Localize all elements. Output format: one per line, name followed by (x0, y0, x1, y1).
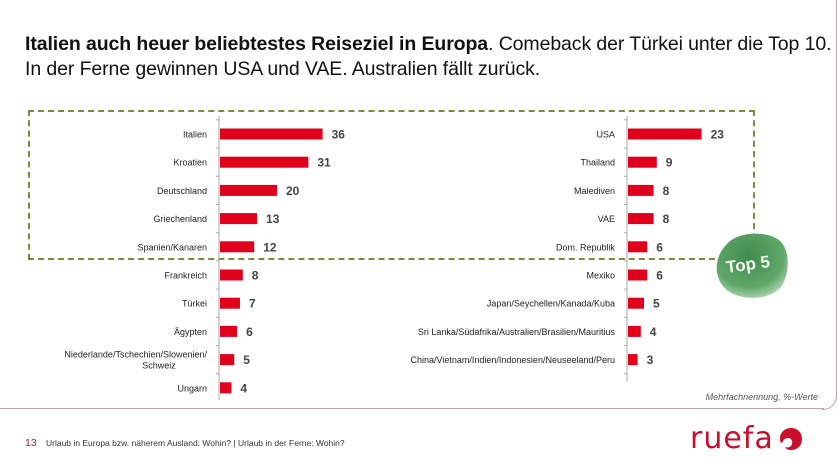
category-label: Griechenland (153, 214, 207, 224)
bar (628, 297, 644, 309)
title-bold: Italien auch heuer beliebtestes Reisezie… (25, 33, 489, 55)
category-label: Frankreich (164, 271, 207, 281)
page-number: 13 (25, 437, 37, 449)
logo-text: ruefa (690, 421, 774, 456)
slide-title: Italien auch heuer beliebtestes Reisezie… (25, 32, 831, 82)
panel-border-right (822, 0, 837, 410)
category-label: Japan/Seychellen/Kanada/Kuba (487, 299, 615, 309)
bar (220, 156, 309, 168)
data-label: 6 (656, 240, 663, 254)
bar (628, 213, 654, 225)
category-label: Kroatien (173, 158, 207, 168)
category-label: Schweiz (142, 361, 176, 371)
data-label: 31 (317, 156, 331, 170)
bar (220, 325, 238, 337)
category-label: Thailand (580, 158, 615, 168)
category-label: Deutschland (157, 186, 207, 196)
data-label: 8 (663, 212, 670, 226)
category-label: Sri Lanka/Südafrika/Australien/Brasilien… (418, 327, 616, 337)
data-label: 5 (243, 353, 250, 367)
data-label: 5 (653, 297, 660, 311)
bar (220, 382, 232, 394)
category-label: USA (596, 130, 615, 140)
bar (220, 354, 235, 366)
data-label: 4 (240, 381, 247, 395)
category-label: China/Vietnam/Indien/Indonesien/Neuseela… (411, 355, 615, 365)
bar (628, 156, 657, 168)
bar (628, 269, 648, 281)
data-label: 6 (656, 269, 663, 283)
category-label: Italien (183, 130, 207, 140)
bar (220, 241, 255, 253)
title-line-1: Italien auch heuer beliebtestes Reisezie… (25, 32, 831, 57)
top5-badge-blob-icon (716, 233, 788, 298)
bar (220, 213, 258, 225)
category-label: Dom. Republik (556, 242, 616, 252)
footnote: Mehrfachnennung, %-Werte (705, 392, 818, 402)
category-label: VAE (598, 214, 615, 224)
bar (628, 325, 641, 337)
bar (220, 184, 277, 196)
data-label: 9 (666, 156, 673, 170)
top5-highlight-box (28, 110, 755, 260)
data-label: 7 (249, 297, 256, 311)
category-label: Spanien/Kanaren (137, 242, 207, 252)
category-label: Türkei (182, 299, 207, 309)
chart-fernreisen: 23 USA 9 Thailand 8 Malediven 8 VAE 6 Dom. Republ… (411, 116, 725, 382)
data-label: 23 (711, 128, 725, 142)
category-label: Malediven (574, 186, 615, 196)
ruefa-logo: ruefa (690, 421, 803, 456)
category-label: Mexiko (586, 271, 615, 281)
bar (220, 128, 323, 140)
bar (628, 354, 638, 366)
bar (628, 128, 702, 140)
category-label: Ungarn (177, 383, 207, 393)
data-label: 12 (263, 240, 277, 254)
category-label: Ägypten (174, 327, 207, 337)
title-line-2: In der Ferne gewinnen USA und VAE. Austr… (25, 58, 541, 80)
logo-swirl-icon (779, 428, 802, 450)
chart-europe: 36 Italien 31 Kroatien 20 Deutschland 13 Griech… (64, 116, 346, 400)
bar (628, 184, 654, 196)
data-label: 20 (286, 184, 300, 198)
panel-border-bottom (0, 408, 824, 409)
bar (628, 241, 648, 253)
data-label: 3 (647, 353, 654, 367)
data-label: 36 (332, 128, 346, 142)
data-label: 13 (266, 212, 280, 226)
bar (220, 297, 240, 309)
top5-badge (713, 230, 791, 300)
bar (220, 269, 243, 281)
data-label: 6 (246, 325, 253, 339)
footer-caption: Urlaub in Europa bzw. näherem Ausland: W… (46, 438, 345, 448)
data-label: 8 (252, 269, 259, 283)
title-rest: . Comeback der Türkei unter die Top 10. (488, 33, 832, 55)
data-label: 8 (663, 184, 670, 198)
data-label: 4 (650, 325, 657, 339)
category-label: Niederlande/Tschechien/Slowenien/ (64, 350, 207, 360)
